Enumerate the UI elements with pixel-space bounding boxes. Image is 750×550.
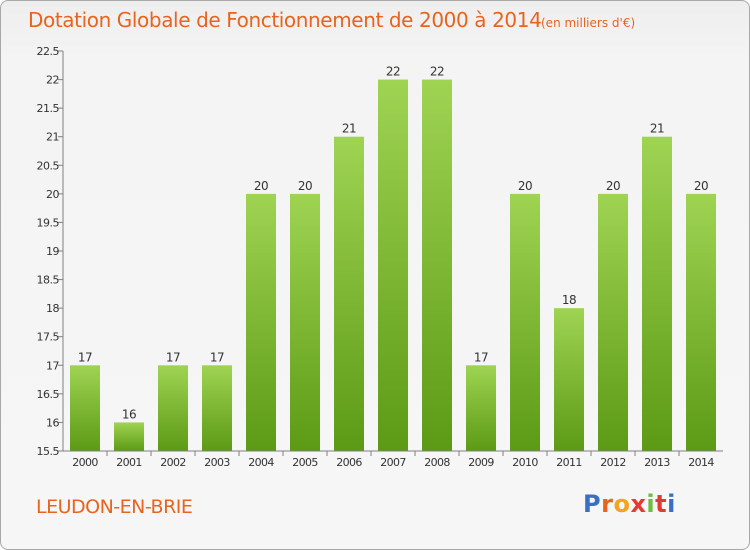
x-tick-label: 2001 (116, 456, 142, 469)
y-tick-label: 19.5 (37, 216, 60, 229)
bar-2000[interactable] (70, 365, 100, 451)
bar-value-label: 20 (606, 179, 620, 193)
logo-letter: x (630, 490, 647, 518)
y-tick-label: 21 (46, 131, 59, 144)
y-tick-label: 16 (46, 416, 59, 429)
bar-2012[interactable] (598, 193, 628, 451)
y-tick-label: 16.5 (37, 388, 60, 401)
x-axis: 2000 2001 2002 2003 2004 2005 2006 2007 2008 2009… (63, 450, 723, 469)
y-tick-label: 20 (46, 188, 59, 201)
logo-letter: o (613, 490, 631, 518)
y-tick-label: 17.5 (37, 331, 60, 344)
bar-value-label: 17 (474, 350, 488, 364)
chart-title: Dotation Globale de Fonctionnement de 20… (28, 8, 542, 32)
logo-letter: i (667, 490, 676, 518)
x-tick-label: 2013 (644, 456, 670, 469)
bar-2008[interactable] (422, 79, 452, 452)
x-tick-label: 2004 (248, 456, 274, 469)
logo-letter: i (646, 490, 656, 518)
x-tick-label: 2007 (380, 456, 406, 469)
bar-2014[interactable] (686, 193, 716, 451)
y-tick-label: 20.5 (37, 159, 60, 172)
bar-2002[interactable] (158, 365, 188, 451)
bar-value-label: 17 (210, 350, 224, 364)
bar-value-label: 20 (694, 179, 708, 193)
logo-letter: P (583, 490, 602, 518)
bar-2007[interactable] (378, 79, 408, 452)
unit-note: (en milliers d'€) (541, 16, 636, 30)
bar-2004[interactable] (246, 193, 276, 451)
x-tick-label: 2014 (688, 456, 714, 469)
x-tick-label: 2010 (512, 456, 538, 469)
bar-2003[interactable] (202, 365, 232, 451)
bar-chart: 15.5 16 16.5 17 17.5 18 18.5 19 19.5 20 20.5 21 21.5… (37, 45, 723, 469)
bar-2010[interactable] (510, 193, 540, 451)
y-tick-label: 21.5 (37, 102, 60, 115)
bar-2013[interactable] (642, 136, 672, 451)
bar-2001[interactable] (114, 422, 144, 451)
bar-value-label: 17 (78, 350, 92, 364)
bar-value-label: 16 (122, 407, 136, 421)
logo-letter: t (655, 490, 668, 518)
bar-value-label: 20 (518, 179, 532, 193)
x-tick-label: 2012 (600, 456, 626, 469)
x-tick-label: 2009 (468, 456, 494, 469)
x-tick-label: 2008 (424, 456, 450, 469)
x-tick-label: 2002 (160, 456, 186, 469)
bar-value-label: 21 (650, 122, 664, 136)
y-tick-label: 17 (46, 359, 59, 372)
y-tick-label: 15.5 (37, 445, 60, 458)
y-tick-label: 22.5 (37, 45, 60, 58)
bar-value-label: 21 (342, 122, 356, 136)
x-tick-label: 2011 (556, 456, 582, 469)
bar-value-label: 18 (562, 293, 576, 307)
proxiti-logo[interactable]: Proxiti (583, 490, 676, 518)
bars: 17 16 17 17 20 20 21 22 22 17 20 18 20 21 20 (70, 65, 716, 452)
y-tick-label: 22 (46, 74, 59, 87)
bar-2011[interactable] (554, 308, 584, 451)
bar-2005[interactable] (290, 193, 320, 451)
y-axis: 15.5 16 16.5 17 17.5 18 18.5 19 19.5 20 20.5 21 21.5… (37, 45, 64, 458)
bar-2006[interactable] (334, 136, 364, 451)
bar-value-label: 20 (254, 179, 268, 193)
bar-2009[interactable] (466, 365, 496, 451)
y-tick-label: 18.5 (37, 274, 60, 287)
x-tick-label: 2003 (204, 456, 230, 469)
x-tick-label: 2000 (72, 456, 98, 469)
x-tick-label: 2005 (292, 456, 318, 469)
bar-value-label: 20 (298, 179, 312, 193)
bar-value-label: 22 (386, 65, 400, 79)
x-tick-label: 2006 (336, 456, 362, 469)
bar-value-label: 17 (166, 350, 180, 364)
y-tick-label: 18 (46, 302, 59, 315)
logo-letter: r (601, 490, 614, 518)
commune-name: LEUDON-EN-BRIE (36, 496, 193, 518)
bar-value-label: 22 (430, 65, 444, 79)
y-tick-label: 19 (46, 245, 59, 258)
